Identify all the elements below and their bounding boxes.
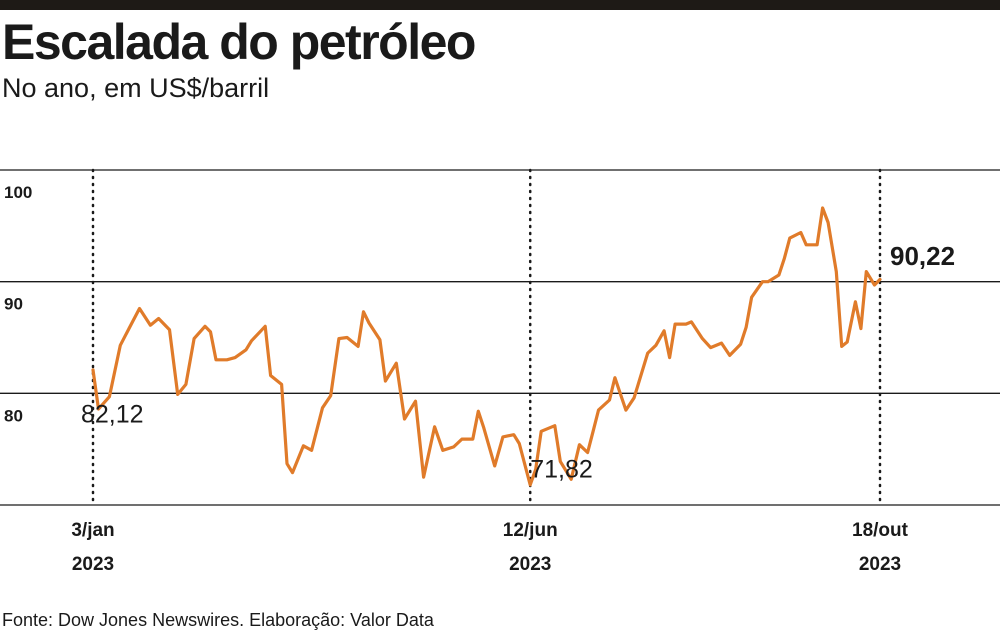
price-line <box>91 206 882 487</box>
x-tick-label-18-out: 18/out <box>852 520 909 541</box>
x-tick-year-12-jun: 2023 <box>509 554 551 575</box>
value-label-90-22: 90,22 <box>890 241 955 271</box>
y-tick-label-100: 100 <box>4 183 32 202</box>
x-tick-year-3-jan: 2023 <box>72 554 114 575</box>
value-label-71-82: 71,82 <box>530 456 593 484</box>
top-rule <box>0 0 1000 10</box>
chart-title: Escalada do petróleo <box>2 14 476 70</box>
x-tick-label-3-jan: 3/jan <box>71 520 114 541</box>
source-note: Fonte: Dow Jones Newswires. Elaboração: … <box>2 610 434 630</box>
value-label-82-12: 82,12 <box>81 401 144 429</box>
x-tick-label-12-jun: 12/jun <box>503 520 558 541</box>
oil-price-chart: 80 90 100 3/jan 2023 12/jun 2023 18/out 2023 82,1… <box>0 168 1000 575</box>
y-tick-label-90: 90 <box>4 295 23 314</box>
x-tick-year-18-out: 2023 <box>859 554 901 575</box>
chart-subtitle: No ano, em US$/barril <box>2 73 270 103</box>
y-tick-label-80: 80 <box>4 406 23 425</box>
